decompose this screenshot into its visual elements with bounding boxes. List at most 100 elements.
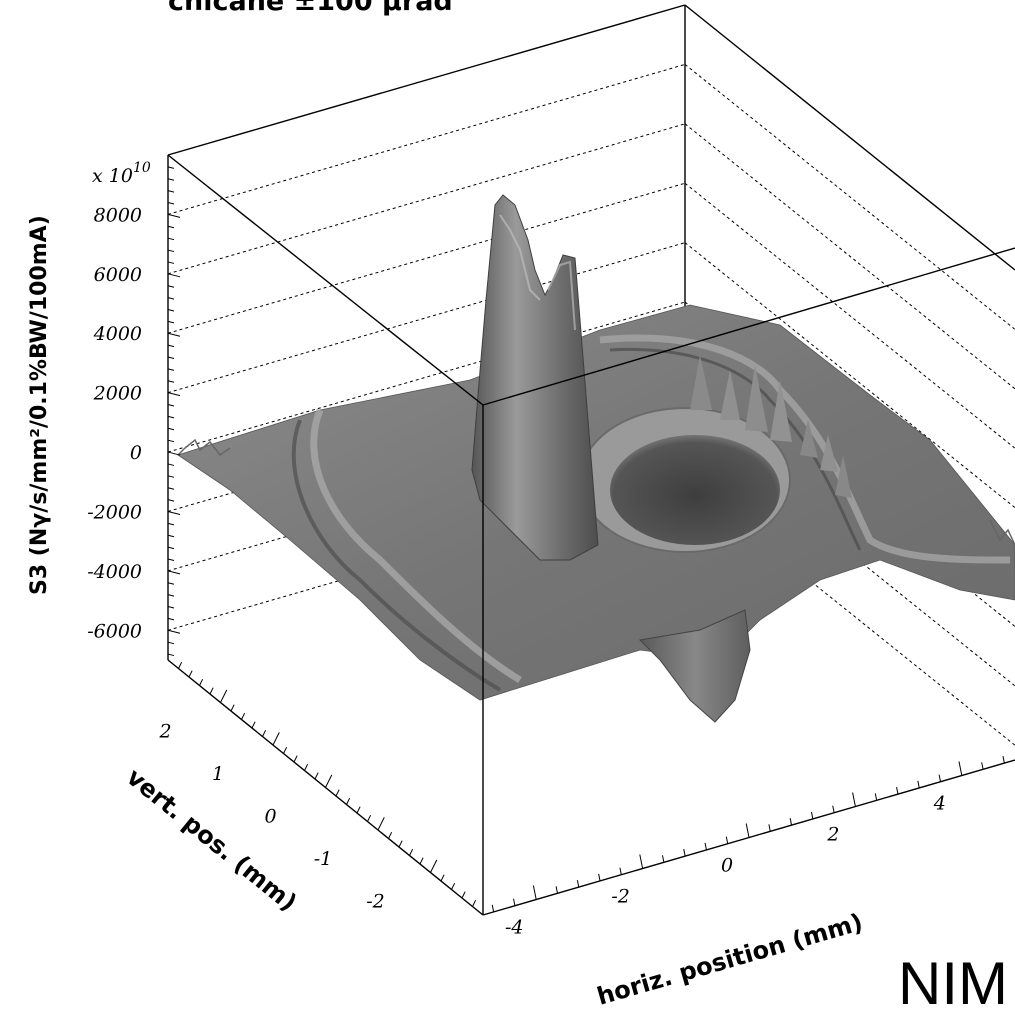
z-minor-tick — [167, 356, 175, 359]
z-gridline-right — [684, 64, 1015, 330]
z-gridline-right — [684, 182, 1015, 449]
y-minor-tick — [367, 814, 372, 822]
x-major-tick — [852, 792, 856, 807]
y-minor-tick — [440, 874, 445, 882]
x-minor-tick — [874, 793, 878, 801]
z-minor-tick — [167, 404, 175, 407]
z-axis-title: S3 (Nγ/s/mm²/0.1%BW/100mA) — [27, 215, 52, 595]
x-major-tick — [745, 823, 750, 838]
z-tick-label: 6000 — [94, 264, 142, 286]
y-minor-tick — [314, 772, 319, 780]
z-minor-tick — [167, 225, 175, 229]
z-gridline-right — [684, 479, 1015, 746]
z-minor-tick — [167, 463, 175, 466]
watermark-text: NIM — [898, 950, 1008, 1010]
z-minor-tick — [167, 415, 175, 419]
z-minor-tick — [167, 297, 175, 300]
x-minor-tick — [683, 849, 686, 857]
x-axis-title: horiz. position (mm) — [594, 908, 866, 1010]
z-major-tick — [167, 332, 181, 337]
z-minor-tick — [167, 344, 175, 348]
x-tick-label: -2 — [611, 886, 630, 908]
z-gridline-left — [167, 182, 686, 334]
z-tick-label: 0 — [130, 442, 142, 464]
z-minor-tick — [167, 582, 175, 585]
z-minor-tick — [167, 499, 175, 502]
x-minor-tick — [768, 824, 771, 832]
z-minor-tick — [167, 178, 175, 181]
z-minor-tick — [167, 522, 175, 526]
x-minor-tick — [619, 867, 622, 875]
y-minor-tick — [419, 857, 424, 865]
x-minor-tick — [555, 886, 558, 894]
z-minor-tick — [167, 594, 175, 597]
z-minor-tick — [167, 166, 175, 169]
z-multiplier: x 1010 — [92, 160, 151, 187]
y-minor-tick — [472, 899, 477, 907]
y-axis-title: vert. pos. (mm) — [121, 763, 302, 917]
y-major-tick — [325, 774, 333, 788]
z-major-tick — [167, 629, 181, 634]
x-major-tick — [639, 854, 644, 869]
z-gridline-left — [167, 63, 686, 215]
y-minor-tick — [304, 763, 309, 771]
z-minor-tick — [167, 190, 175, 193]
z-gridline-right — [684, 123, 1015, 390]
y-minor-tick — [461, 891, 466, 899]
y-minor-tick — [451, 882, 456, 890]
y-minor-tick — [262, 729, 267, 737]
z-tick-label: -4000 — [87, 561, 142, 583]
z-minor-tick — [167, 475, 175, 478]
z-gridline-right — [684, 242, 1015, 509]
y-major-tick — [377, 817, 385, 831]
x-tick-label: 0 — [721, 855, 733, 877]
x-minor-tick — [789, 818, 793, 826]
z-gridline-left — [167, 123, 686, 275]
z-axis: 8000 6000 4000 2000 0 -2000 -4000 -6000 — [87, 166, 181, 657]
chart-title: chicane ±100 μrad — [168, 0, 453, 17]
z-major-tick — [167, 451, 181, 456]
x-major-tick — [532, 885, 537, 900]
x-tick-label: -4 — [505, 917, 524, 939]
y-tick-label: 1 — [212, 763, 224, 785]
x-minor-tick — [832, 805, 835, 813]
x-minor-tick — [938, 774, 942, 782]
y-major-tick — [272, 732, 280, 746]
z-major-tick — [167, 273, 181, 278]
x-minor-tick — [491, 904, 495, 912]
z-minor-tick — [167, 534, 175, 538]
x-minor-tick — [896, 787, 899, 795]
y-tick-label: -1 — [314, 848, 333, 870]
back-frame — [167, 4, 1015, 310]
y-minor-tick — [178, 661, 183, 669]
z-tick-label: 2000 — [93, 383, 142, 405]
x-minor-tick — [598, 873, 601, 881]
x-axis: -4 -2 0 2 4 — [491, 756, 1005, 939]
z-minor-tick — [167, 439, 175, 443]
z-minor-tick — [167, 237, 175, 241]
z-minor-tick — [167, 320, 175, 324]
z-minor-tick — [167, 606, 175, 609]
y-minor-tick — [346, 797, 351, 805]
z-minor-tick — [167, 546, 175, 550]
z-tick-label: -6000 — [87, 620, 142, 642]
z-major-tick — [167, 392, 181, 397]
z-minor-tick — [167, 641, 175, 645]
z-tick-label: -2000 — [87, 501, 142, 523]
x-major-tick — [958, 761, 963, 776]
z-minor-tick — [167, 617, 175, 621]
x-minor-tick — [513, 898, 516, 906]
y-major-tick — [220, 689, 228, 703]
z-minor-tick — [167, 380, 175, 383]
x-minor-tick — [725, 836, 729, 844]
surface-mesh — [177, 194, 1015, 723]
y-minor-tick — [241, 712, 246, 720]
y-minor-tick — [388, 831, 393, 839]
z-minor-tick — [167, 558, 175, 561]
y-axis: -2 -1 0 1 2 — [158, 661, 477, 913]
y-minor-tick — [409, 848, 414, 856]
z-major-tick — [167, 570, 181, 575]
z-minor-tick — [167, 249, 175, 253]
z-minor-tick — [167, 487, 175, 490]
